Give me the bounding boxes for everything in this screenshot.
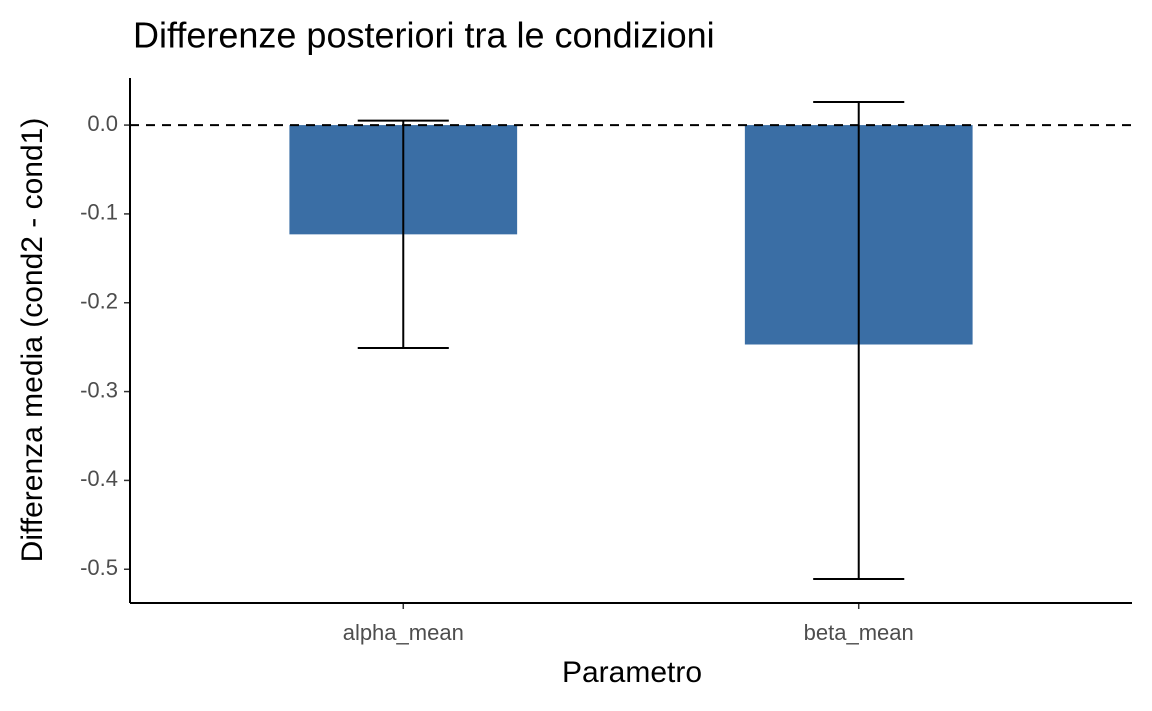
x-axis-label: Parametro: [562, 656, 702, 689]
y-tick-label: 0.0: [87, 111, 118, 136]
y-tick-label: -0.3: [80, 377, 118, 402]
y-axis-label: Differenza media (cond2 - cond1): [16, 118, 49, 563]
y-tick-label: -0.4: [80, 466, 118, 491]
y-tick-label: -0.2: [80, 289, 118, 314]
chart-title: Differenze posteriori tra le condizioni: [133, 15, 715, 56]
y-tick-label: -0.5: [80, 555, 118, 580]
y-tick-label: -0.1: [80, 200, 118, 225]
x-tick-label: beta_mean: [804, 620, 914, 645]
x-tick-label: alpha_mean: [343, 620, 464, 645]
